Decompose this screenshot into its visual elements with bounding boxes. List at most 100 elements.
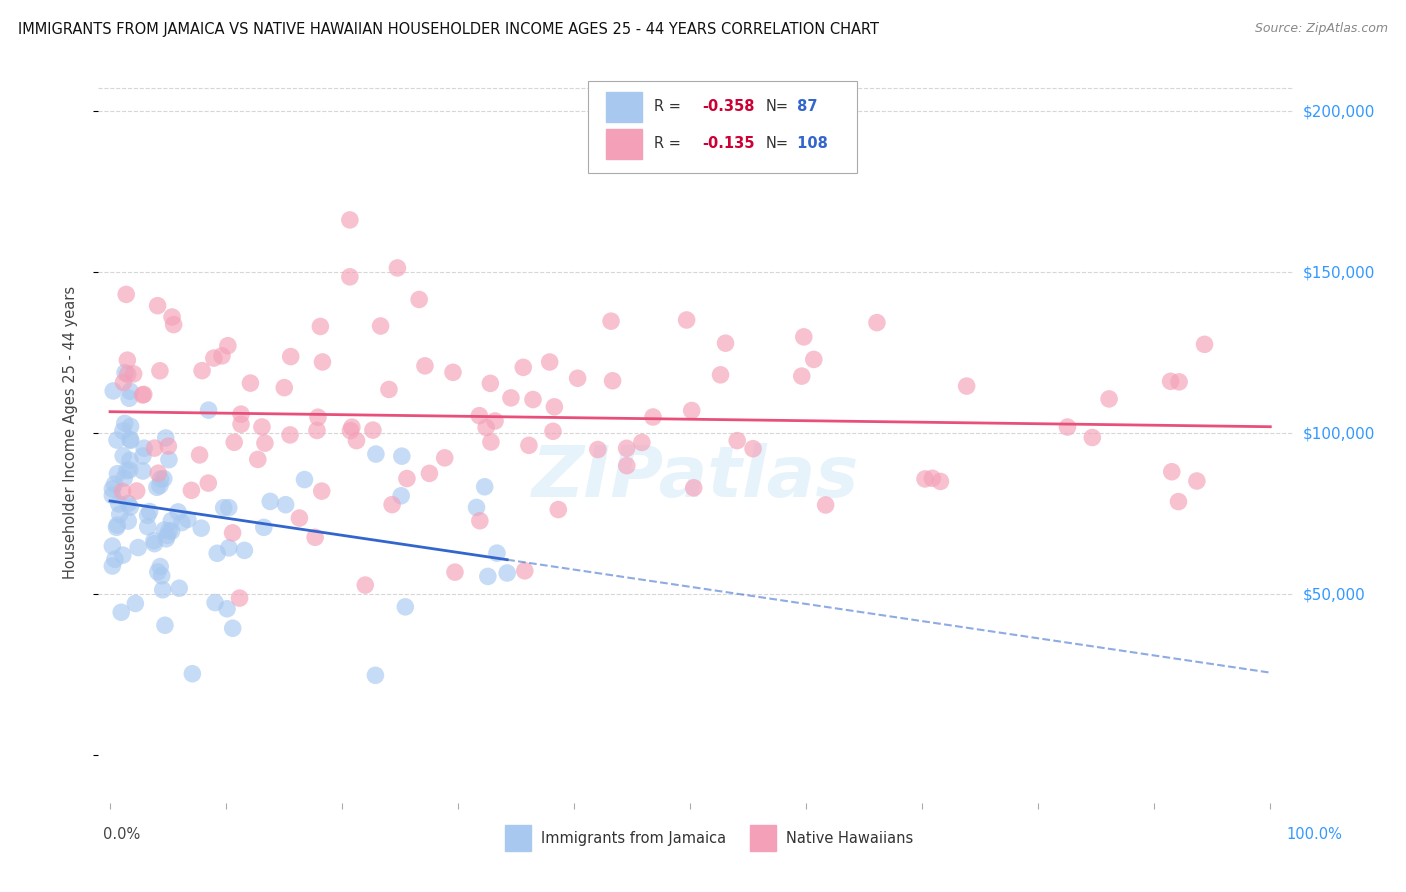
Point	[339, 269, 361, 284]
Point	[370, 318, 392, 333]
Point	[105, 520, 128, 534]
Point	[517, 438, 540, 452]
Point	[136, 508, 159, 523]
Point	[616, 442, 638, 456]
Point	[274, 498, 297, 512]
Point	[101, 559, 124, 574]
Point	[914, 472, 936, 486]
Point	[1056, 420, 1078, 434]
Point	[364, 668, 387, 682]
Point	[253, 436, 276, 450]
Point	[150, 568, 173, 582]
Point	[288, 511, 311, 525]
Point	[149, 478, 172, 492]
Point	[104, 552, 127, 566]
Point	[120, 433, 142, 447]
Point	[239, 376, 262, 390]
Point	[160, 524, 183, 539]
Point	[105, 433, 128, 447]
Point	[418, 467, 440, 481]
Point	[675, 313, 697, 327]
Point	[143, 441, 166, 455]
Text: IMMIGRANTS FROM JAMAICA VS NATIVE HAWAIIAN HOUSEHOLDER INCOME AGES 25 - 44 YEARS: IMMIGRANTS FROM JAMAICA VS NATIVE HAWAII…	[18, 22, 879, 37]
Point	[311, 484, 333, 499]
Point	[122, 367, 145, 381]
Point	[387, 260, 409, 275]
Point	[112, 449, 135, 463]
Point	[118, 463, 141, 477]
Point	[790, 369, 813, 384]
Point	[311, 355, 333, 369]
Point	[222, 621, 245, 635]
Point	[1168, 375, 1191, 389]
Point	[522, 392, 544, 407]
Point	[1167, 494, 1189, 508]
Point	[138, 504, 160, 518]
Point	[567, 371, 589, 385]
Point	[496, 566, 519, 580]
Point	[125, 483, 148, 498]
Point	[441, 365, 464, 379]
Point	[115, 287, 138, 301]
Point	[118, 391, 141, 405]
Point	[160, 514, 183, 528]
Text: 100.0%: 100.0%	[1286, 827, 1343, 841]
Point	[742, 442, 765, 456]
Point	[479, 435, 502, 450]
Point	[725, 434, 748, 448]
Point	[148, 466, 170, 480]
Point	[167, 505, 190, 519]
Point	[149, 559, 172, 574]
Text: N=: N=	[765, 99, 789, 114]
Point	[543, 400, 565, 414]
Point	[112, 376, 135, 390]
Point	[602, 374, 624, 388]
Text: Source: ZipAtlas.com: Source: ZipAtlas.com	[1254, 22, 1388, 36]
Point	[340, 420, 363, 434]
Point	[180, 483, 202, 498]
Point	[162, 318, 184, 332]
Bar	[749, 825, 776, 851]
Point	[157, 524, 180, 538]
Point	[305, 424, 328, 438]
Point	[111, 424, 134, 438]
Point	[131, 388, 153, 402]
Point	[117, 368, 139, 382]
Text: N=: N=	[765, 136, 789, 152]
Point	[103, 384, 125, 398]
Bar	[606, 129, 643, 159]
Point	[103, 477, 125, 491]
Point	[346, 434, 368, 448]
Point	[134, 441, 156, 455]
Point	[181, 666, 204, 681]
Point	[157, 452, 180, 467]
Point	[586, 442, 609, 457]
Point	[211, 349, 233, 363]
Point	[339, 213, 361, 227]
Point	[1185, 474, 1208, 488]
Text: 0.0%: 0.0%	[103, 827, 139, 841]
Point	[479, 376, 502, 391]
Point	[132, 387, 155, 401]
Point	[110, 605, 132, 619]
Point	[391, 449, 413, 463]
Point	[107, 467, 129, 481]
Point	[217, 339, 239, 353]
Point	[224, 435, 246, 450]
Point	[547, 502, 569, 516]
Y-axis label: Householder Income Ages 25 - 44 years: Householder Income Ages 25 - 44 years	[63, 286, 77, 579]
Point	[105, 518, 128, 533]
Point	[1160, 465, 1182, 479]
Point	[631, 435, 654, 450]
Point	[155, 431, 177, 445]
Bar	[505, 825, 531, 851]
Point	[117, 496, 139, 510]
Point	[538, 355, 561, 369]
Point	[641, 410, 664, 425]
Point	[465, 500, 488, 515]
Point	[484, 414, 506, 428]
Point	[273, 381, 295, 395]
Point	[149, 472, 172, 486]
Text: -0.135: -0.135	[702, 136, 755, 152]
Point	[197, 403, 219, 417]
